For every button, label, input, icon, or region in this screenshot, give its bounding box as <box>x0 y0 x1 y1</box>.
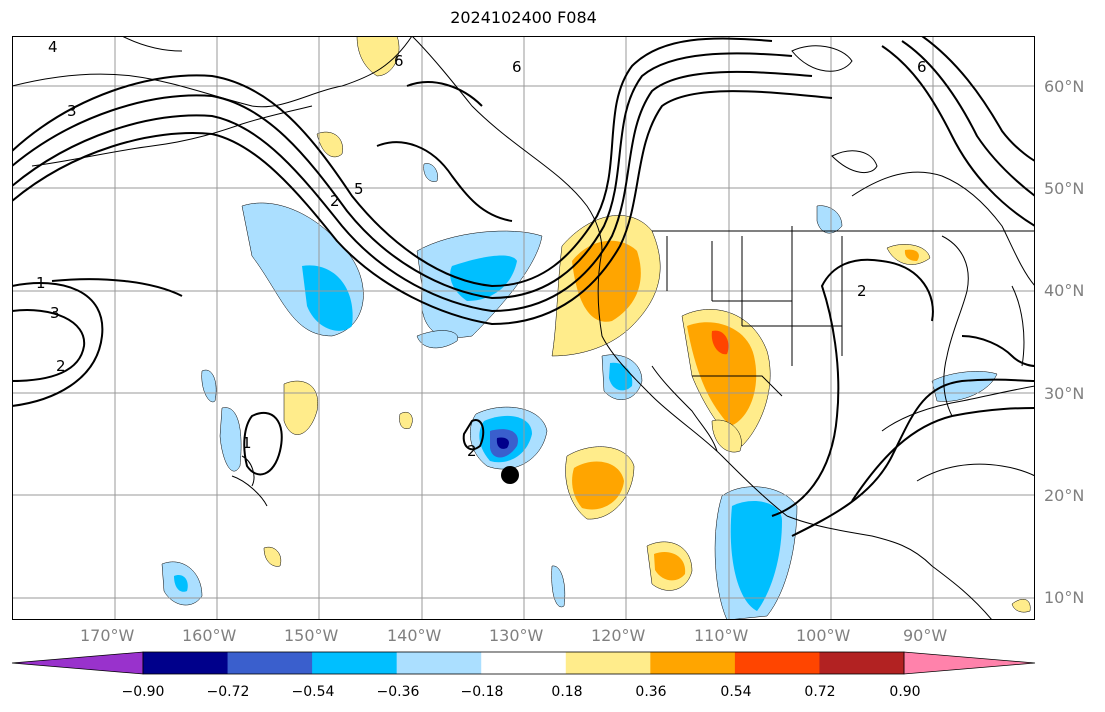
lon-label: 150°W <box>284 626 339 645</box>
coastlines <box>12 36 1035 620</box>
lat-label: 10°N <box>1044 588 1085 607</box>
lat-label: 20°N <box>1044 486 1085 505</box>
lon-label: 160°W <box>182 626 237 645</box>
lon-label: 90°W <box>903 626 948 645</box>
colorbar-segment <box>819 652 905 674</box>
negative-anomaly-region <box>931 371 998 402</box>
positive-anomaly-region <box>263 546 282 567</box>
negative-anomaly-region <box>816 205 843 234</box>
colorbar-tick-label: −0.18 <box>460 684 504 700</box>
positive-anomaly-region <box>1011 599 1031 613</box>
negative-anomaly-region <box>201 369 217 403</box>
colorbar-tick-label: 0.90 <box>889 684 921 700</box>
positive-anomaly-region <box>572 240 641 322</box>
contour-label: 4 <box>48 38 58 56</box>
colorbar-segment <box>11 651 144 675</box>
lon-label: 130°W <box>489 626 544 645</box>
colorbar-segment <box>903 651 1036 675</box>
contour-label: 6 <box>917 58 927 76</box>
positive-anomaly-region <box>572 461 624 510</box>
colorbar-tick-label: 0.54 <box>720 684 752 700</box>
positive-anomaly-region <box>711 330 729 355</box>
negative-anomaly-region <box>219 407 242 472</box>
contour-label: 2 <box>467 442 477 460</box>
contour-label: 5 <box>354 180 364 198</box>
lon-label: 110°W <box>694 626 749 645</box>
colorbar-segment <box>481 652 567 674</box>
colorbar-tick-label: −0.90 <box>121 684 165 700</box>
colorbar <box>11 651 1036 675</box>
positive-anomaly-region <box>711 419 742 453</box>
colorbar-segment <box>734 652 820 674</box>
lat-label: 40°N <box>1044 281 1085 300</box>
negative-anomaly-region <box>302 265 353 331</box>
negative-anomaly-region <box>450 255 517 301</box>
lon-label: 140°W <box>387 626 442 645</box>
negative-anomaly-region <box>423 163 438 182</box>
lat-label: 60°N <box>1044 77 1085 96</box>
lon-label: 170°W <box>80 626 135 645</box>
colorbar-segment <box>650 652 736 674</box>
negative-anomaly-region <box>730 501 782 611</box>
lat-label: 30°N <box>1044 384 1085 403</box>
lon-label: 120°W <box>591 626 646 645</box>
positive-anomaly-region <box>654 552 686 581</box>
positive-anomaly-region <box>356 36 400 77</box>
colorbar-segment <box>143 652 229 674</box>
negative-anomaly-region <box>416 330 458 349</box>
contour-label: 2 <box>857 282 867 300</box>
positive-anomaly-region <box>399 412 413 429</box>
graticule <box>12 36 1035 620</box>
contour-label: 1 <box>242 434 252 452</box>
colorbar-tick-label: 0.36 <box>635 684 667 700</box>
colorbar-tick-label: −0.72 <box>206 684 250 700</box>
lat-label: 50°N <box>1044 179 1085 198</box>
contour-label: 6 <box>512 58 522 76</box>
colorbar-segment <box>227 652 313 674</box>
colorbar-frame <box>142 651 905 675</box>
contour-label: 6 <box>394 52 404 70</box>
height-contours <box>12 36 1035 537</box>
contour-label: 3 <box>50 304 60 322</box>
map-title: 2024102400 F084 <box>450 8 597 27</box>
colorbar-tick-label: 0.72 <box>804 684 836 700</box>
colorbar-tick-label: −0.54 <box>291 684 335 700</box>
lon-label: 100°W <box>796 626 851 645</box>
positive-anomaly-region <box>904 249 919 261</box>
colorbar-segment <box>312 652 398 674</box>
negative-anomaly-region <box>496 437 509 449</box>
colorbar-segment <box>565 652 651 674</box>
map-frame <box>12 36 1035 620</box>
storm-position-marker <box>501 466 519 484</box>
colorbar-segment <box>396 652 482 674</box>
colorbar-tick-label: 0.18 <box>551 684 583 700</box>
contour-label: 2 <box>56 357 66 375</box>
positive-anomaly-region <box>283 380 319 435</box>
anomaly-shading <box>161 36 1031 620</box>
contour-label: 3 <box>67 102 77 120</box>
colorbar-tick-label: −0.36 <box>376 684 420 700</box>
positive-anomaly-region <box>316 131 343 158</box>
positive-anomaly-region <box>687 322 757 426</box>
map-panel: 4 6 6 6 3 5 2 2 1 3 2 1 2 <box>12 36 1035 620</box>
contour-label: 1 <box>36 274 46 292</box>
contour-labels: 4 6 6 6 3 5 2 2 1 3 2 1 2 <box>36 38 927 460</box>
contour-label: 2 <box>330 192 340 210</box>
negative-anomaly-region <box>174 575 188 592</box>
forecast-map: 4 6 6 6 3 5 2 2 1 3 2 1 2 <box>12 36 1035 620</box>
negative-anomaly-region <box>551 565 566 608</box>
